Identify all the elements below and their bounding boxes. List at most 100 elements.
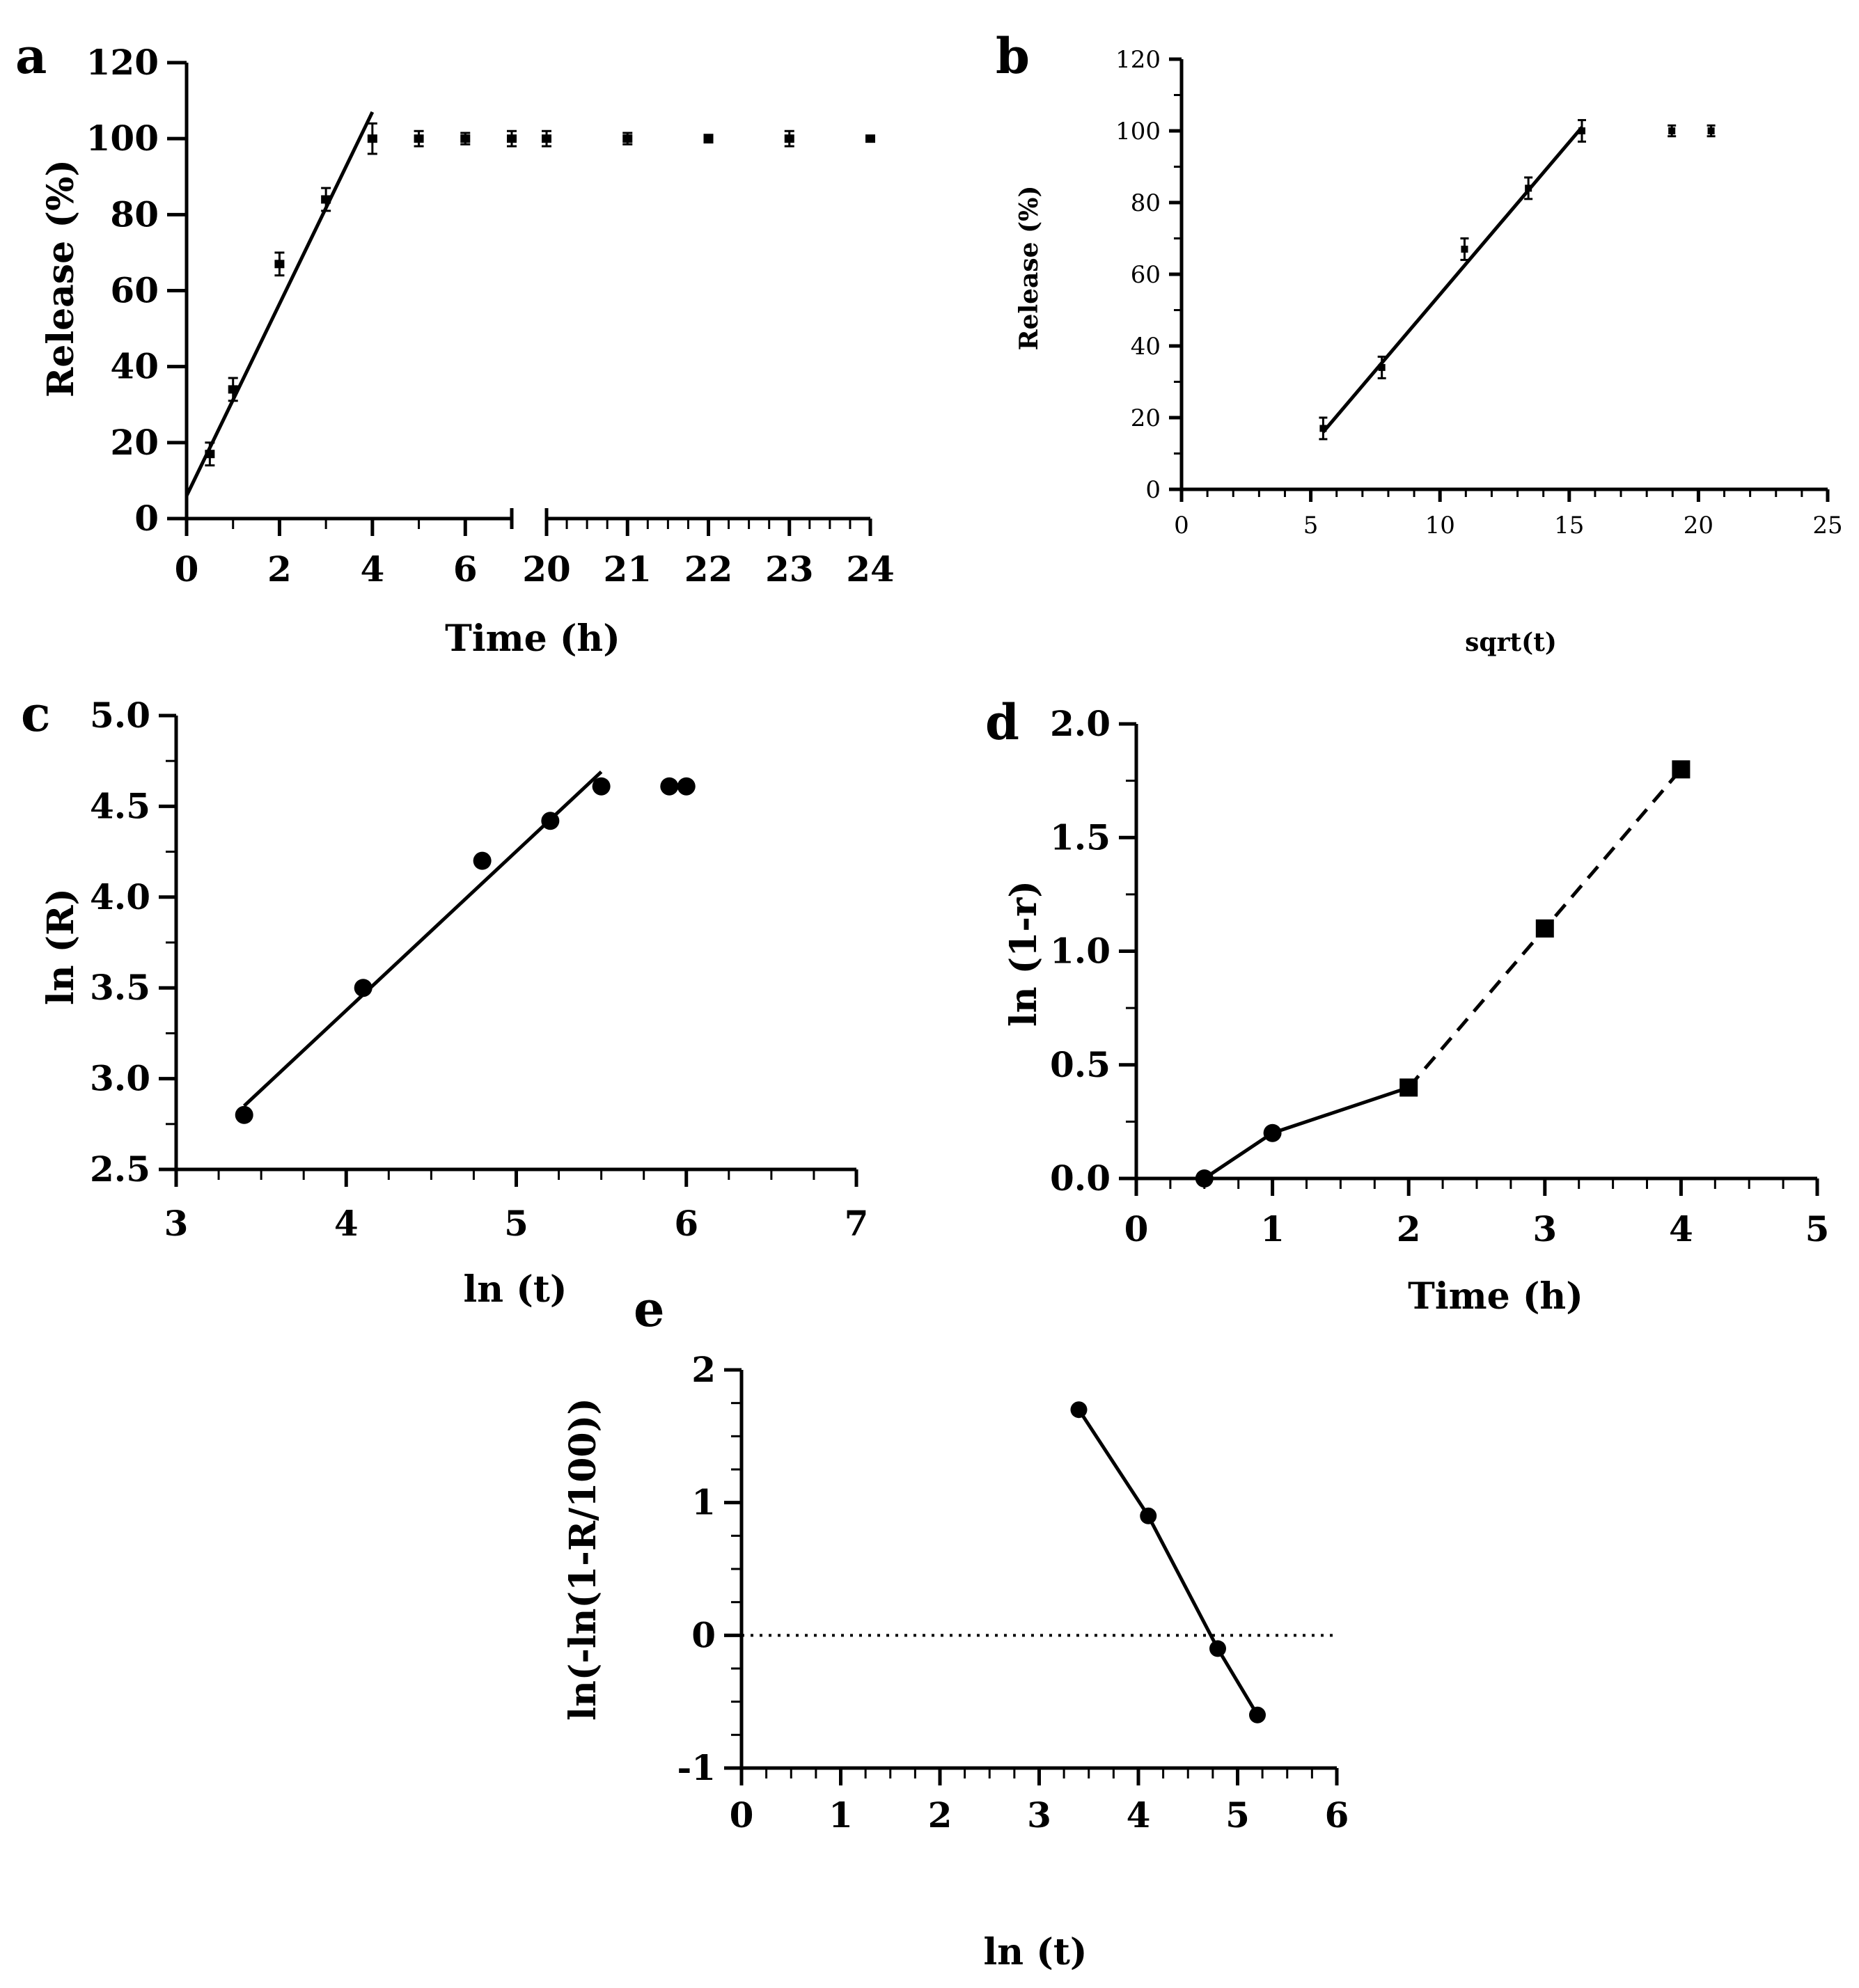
panel-a-y-tick-label: 20 [110, 422, 159, 463]
panel-e-point [1140, 1507, 1157, 1524]
panel-a-y-tick-label: 60 [110, 270, 159, 311]
panel-b-y-tick-label: 0 [1145, 476, 1161, 504]
panel-letter-a: a [15, 27, 47, 85]
panel-d-ylabel: ln (1-r) [1003, 881, 1045, 1027]
panel-b-point [1525, 184, 1532, 192]
panel-d-xlabel: Time (h) [1408, 1275, 1583, 1318]
panel-a-point [507, 134, 517, 143]
panel-a-x-tick-label: 0 [175, 549, 199, 590]
panel-e-x-tick-label: 2 [928, 1794, 952, 1836]
panel-b-y-tick-label: 20 [1131, 404, 1161, 432]
panel-a-fit-line [185, 111, 375, 497]
panel-b-ylabel: Release (%) [1014, 186, 1044, 351]
panel-a-x-tick-label: 6 [453, 549, 478, 590]
panel-c-point [354, 979, 372, 997]
panel-c-y-tick-label: 3.5 [90, 967, 150, 1008]
panel-e-y-tick-label: 2 [691, 1349, 716, 1390]
panel-c-point [235, 1105, 253, 1124]
panel-b-point [1578, 127, 1585, 134]
panel-a-point [865, 134, 875, 143]
panel-letter-d: d [985, 693, 1019, 751]
panel-c-x-tick-label: 5 [504, 1203, 528, 1244]
panel-a-point [228, 385, 238, 394]
panel-a-point [274, 260, 285, 269]
panel-e-y-tick-label: -1 [677, 1747, 716, 1788]
panel-b-xlabel: sqrt(t) [1465, 628, 1557, 657]
panel-d-y-tick-label: 0.0 [1050, 1158, 1111, 1199]
panel-e-xlabel: ln (t) [984, 1931, 1088, 1973]
panel-d-y-tick-label: 1.5 [1050, 816, 1111, 858]
panel-a-point [703, 134, 714, 143]
panel-a-point [784, 134, 794, 143]
panel-c-y-tick-label: 4.0 [90, 876, 150, 917]
panel-a-x-tick-label: 24 [846, 549, 895, 590]
panel-c-point [473, 851, 492, 870]
panel-b-x-tick-label: 15 [1554, 512, 1584, 539]
panel-b-x-tick-label: 5 [1303, 512, 1319, 539]
panel-b-x-tick-label: 10 [1425, 512, 1455, 539]
panel-c-point [592, 777, 611, 796]
panel-a-point [460, 134, 471, 143]
panel-d-point-square [1672, 760, 1691, 779]
panel-d-point-square [1399, 1078, 1418, 1097]
panel-e-x-tick-label: 5 [1225, 1794, 1250, 1836]
panel-b-y-tick-label: 100 [1115, 118, 1161, 145]
panel-a-x-tick-label: 2 [267, 549, 292, 590]
panel-a-x-tick-label: 20 [522, 549, 571, 590]
panel-e-y-tick-label: 1 [691, 1482, 716, 1523]
panel-c-x-tick-label: 3 [164, 1203, 189, 1244]
panel-a-x-tick-label: 22 [684, 549, 733, 590]
panel-d-point-circle [1263, 1123, 1282, 1142]
panel-d-series-1-line [1203, 1086, 1409, 1181]
panel-a-point [542, 134, 551, 143]
panel-b-fit-line [1321, 126, 1583, 434]
panel-b-y-tick-label: 60 [1131, 261, 1161, 289]
panel-c-y-tick-label: 3.0 [90, 1058, 150, 1099]
panel-a-y-tick-label: 0 [134, 498, 159, 539]
panel-b-y-tick-label: 120 [1115, 46, 1161, 74]
panel-c-point [541, 812, 560, 830]
panel-b-x-tick-label: 0 [1174, 512, 1189, 539]
panel-a-point [321, 195, 331, 204]
panel-a-point [414, 134, 424, 143]
panel-e-x-tick-label: 6 [1325, 1794, 1349, 1836]
panel-c-xlabel: ln (t) [464, 1268, 567, 1311]
panel-d-point-circle [1195, 1169, 1214, 1188]
panel-c-point [660, 777, 679, 796]
panel-a-point [622, 134, 633, 143]
panel-a-point [367, 134, 377, 143]
panel-c-y-tick-label: 4.5 [90, 785, 150, 826]
panel-d-y-tick-label: 1.0 [1050, 931, 1111, 972]
panel-d-y-tick-label: 0.5 [1050, 1044, 1111, 1085]
panel-d-y-tick-label: 2.0 [1050, 703, 1111, 744]
panel-c-point [677, 777, 696, 796]
panel-c-ylabel: ln (R) [40, 888, 82, 1005]
panel-c-fit-line [242, 771, 603, 1107]
panel-d-point-square [1535, 919, 1554, 938]
panel-b-x-tick-label: 20 [1684, 512, 1713, 539]
panel-a-x-tick-label: 21 [603, 549, 652, 590]
panel-e-y-tick-label: 0 [691, 1614, 716, 1655]
panel-e-x-tick-label: 1 [829, 1794, 853, 1836]
panel-d-x-tick-label: 1 [1260, 1208, 1285, 1249]
panel-e-series-line [1077, 1408, 1260, 1717]
panel-letter-c: c [21, 685, 51, 743]
panel-b-y-tick-label: 80 [1131, 189, 1161, 217]
panel-a-y-tick-label: 80 [110, 194, 159, 235]
panel-a-y-tick-label: 100 [86, 118, 159, 159]
panel-d-x-tick-label: 5 [1805, 1208, 1830, 1249]
panel-a-ylabel: Release (%) [40, 159, 82, 397]
panel-a-x-tick-label: 23 [765, 549, 814, 590]
panel-b-point [1378, 363, 1386, 371]
panel-e-point [1070, 1401, 1088, 1419]
panel-c-y-tick-label: 5.0 [90, 695, 150, 736]
panel-a-y-tick-label: 40 [110, 346, 159, 387]
panel-b-point [1707, 127, 1715, 134]
panel-b-point [1668, 127, 1676, 134]
panel-c-y-tick-label: 2.5 [90, 1149, 150, 1190]
panel-e-x-tick-label: 4 [1127, 1794, 1151, 1836]
panel-d-x-tick-label: 4 [1669, 1208, 1693, 1249]
panel-e-x-tick-label: 0 [730, 1794, 754, 1836]
